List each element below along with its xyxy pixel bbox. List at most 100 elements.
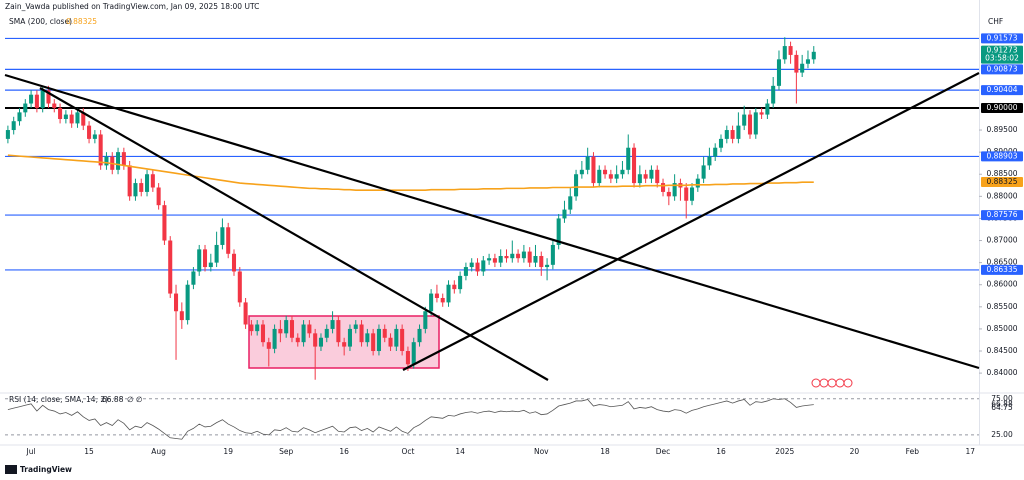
candle-body — [649, 169, 654, 179]
candle-body — [226, 227, 231, 254]
candle-body — [776, 59, 782, 86]
candle-body — [805, 59, 810, 64]
candle-body — [556, 218, 561, 245]
plot — [5, 37, 979, 440]
sma-value: 0.88325 — [66, 17, 97, 26]
candle-body — [23, 103, 28, 113]
candle-body — [98, 134, 103, 166]
level-label: 0.90000 — [986, 103, 1017, 112]
x-tick-label: Nov — [534, 447, 549, 456]
candle-body — [29, 94, 34, 104]
level-label: 0.87576 — [986, 210, 1017, 219]
candle-body — [145, 174, 150, 192]
candle-body — [429, 293, 434, 312]
event-icons — [811, 378, 853, 388]
rsi-last-label: 66.88 — [991, 400, 1013, 409]
candle-body — [672, 183, 677, 197]
x-tick-label: 2025 — [775, 447, 794, 456]
candle-body — [695, 178, 700, 188]
candle-body — [127, 165, 132, 197]
candle-body — [162, 205, 167, 241]
candle-body — [359, 324, 364, 343]
candle-body — [713, 147, 718, 157]
icon — [843, 378, 853, 388]
candle-body — [405, 351, 410, 365]
sma-label-box — [981, 176, 1023, 187]
candle-body — [139, 183, 144, 192]
candle-body — [689, 187, 695, 201]
countdown: 03:58:02 — [985, 54, 1019, 63]
candle-body — [765, 103, 770, 115]
level-label: 0.88903 — [986, 151, 1017, 160]
candle-body — [718, 138, 724, 148]
candle-body — [516, 253, 521, 259]
y-tick-label: 0.86500 — [986, 258, 1017, 267]
y-tick-label: 0.88000 — [986, 191, 1017, 200]
candle-body — [481, 260, 486, 272]
level-label-box — [981, 102, 1023, 113]
candle-body — [208, 262, 213, 268]
candle-body — [434, 293, 439, 298]
candle-body — [81, 112, 86, 126]
x-tick-label: 16 — [716, 447, 726, 456]
candle-body — [313, 333, 318, 347]
candle-body — [597, 169, 602, 184]
x-tick-label: Jul — [26, 447, 36, 456]
icon — [827, 378, 837, 388]
candle-body — [301, 324, 306, 343]
x-tick-label: Sep — [279, 447, 293, 456]
candle-body — [753, 112, 758, 135]
header: Zain_Vawda published on TradingView.com,… — [5, 2, 259, 11]
candle-body — [788, 46, 793, 55]
candle-body — [231, 253, 237, 272]
candle-body — [614, 174, 619, 179]
trendline — [4, 73, 980, 370]
trendline — [39, 87, 549, 381]
candle-body — [498, 255, 503, 263]
candle-body — [423, 311, 428, 329]
candle-body — [52, 103, 57, 108]
candle-body — [475, 262, 480, 272]
level-label: 0.90404 — [986, 85, 1017, 94]
candle-body — [463, 267, 468, 276]
candle-body — [92, 134, 97, 139]
candle-body — [759, 112, 764, 115]
candle-body — [400, 328, 405, 352]
rsi-placeholders: ∅ ∅ — [127, 395, 142, 404]
candle-body — [336, 320, 341, 343]
candle-body — [585, 156, 590, 170]
rsi-label: RSI (14, close, SMA, 14, 2) — [9, 395, 108, 404]
currency: CHF — [988, 17, 1003, 26]
y-tick-label: 0.89500 — [986, 125, 1017, 134]
candle-body — [156, 187, 161, 206]
x-tick-label: 15 — [84, 447, 94, 456]
candle-body — [214, 244, 219, 263]
rsi-line — [7, 398, 814, 440]
icon — [835, 378, 845, 388]
candle-body — [655, 169, 660, 184]
candle-body — [684, 187, 689, 201]
y-tick-label: 0.85000 — [986, 324, 1017, 333]
candle-body — [266, 342, 271, 349]
candle-body — [411, 342, 416, 365]
candle-body — [382, 328, 387, 338]
candle-body — [736, 125, 741, 139]
x-tick-label: Dec — [656, 447, 671, 456]
candle-body — [533, 255, 538, 263]
candle-body — [191, 271, 196, 285]
candle-body — [179, 311, 184, 321]
candle-body — [284, 320, 289, 334]
candle-body — [608, 174, 613, 179]
rsi-tick-label: 75.00 — [991, 394, 1013, 403]
candle-body — [452, 284, 457, 290]
candle-body — [272, 328, 277, 349]
candle-body — [469, 262, 474, 268]
candle-body — [446, 284, 451, 303]
x-tick-label: 19 — [223, 447, 233, 456]
candle-body — [371, 333, 376, 352]
logo-icon — [5, 465, 17, 474]
x-tick-label: 14 — [455, 447, 465, 456]
y-tick-label: 0.84500 — [986, 346, 1017, 355]
